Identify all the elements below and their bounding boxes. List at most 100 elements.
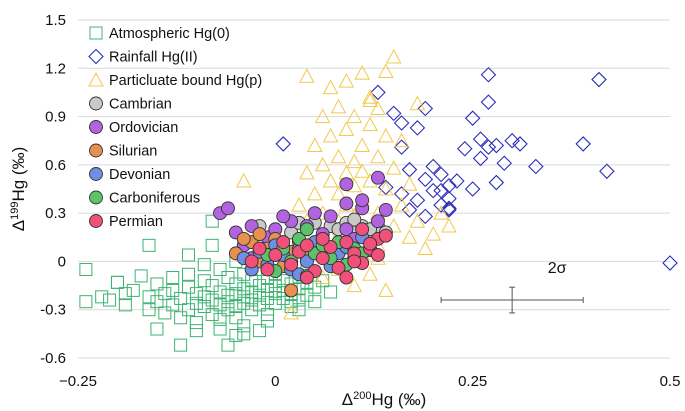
data-point [205,293,219,307]
data-point [189,287,203,301]
data-point [425,226,442,241]
data-point [480,66,497,83]
data-point [244,254,259,269]
legend-label: Devonian [109,167,170,183]
data-point [245,293,259,307]
data-point [150,277,164,291]
data-point [378,180,394,196]
y-tick-label: 0.6 [45,157,66,174]
data-point [197,290,211,304]
data-point [237,327,251,341]
data-point [362,89,378,104]
legend-item: Carboniferous [89,191,200,207]
y-tick-label: 1.5 [45,12,66,29]
data-point [393,139,410,155]
data-point [252,241,267,256]
legend-label: Cambrian [109,97,172,113]
data-point [292,293,306,307]
data-point [182,267,196,281]
data-point [324,285,338,299]
data-point [315,231,330,246]
legend-item: Silurian [89,144,157,160]
data-point [260,262,275,277]
data-point [134,269,148,283]
data-point [378,127,394,143]
data-point [496,155,513,172]
data-point [110,275,124,289]
data-point [142,303,156,317]
data-point [378,63,394,79]
data-point [464,110,481,126]
data-point [591,71,607,88]
data-point [330,148,347,164]
data-point [409,213,426,228]
data-point [150,322,164,336]
data-point [441,217,457,233]
data-point [409,95,426,111]
data-point [330,98,347,114]
y-tick-label: 0 [58,253,66,270]
error-bar-label: 2σ [548,260,567,277]
data-point [528,158,544,175]
data-point [363,236,378,251]
data-point [307,206,322,221]
data-point [488,174,505,191]
data-point [118,298,132,312]
data-point [378,179,394,196]
data-point [284,257,299,272]
data-point [393,186,410,202]
data-point [166,283,180,297]
data-point [299,222,314,237]
data-point [480,139,497,155]
data-point [229,328,243,342]
data-point [441,202,457,218]
data-point [339,177,354,192]
data-point [441,190,457,207]
data-point [346,153,363,169]
data-point [425,158,441,175]
data-point [347,254,362,269]
data-point [235,172,252,188]
data-point [488,137,505,154]
data-point [150,295,164,309]
data-point [472,131,489,147]
data-point [229,287,243,301]
legend-marker [89,96,103,111]
data-point [338,73,355,88]
data-point [354,163,370,178]
data-point [456,140,473,157]
data-point [314,108,331,124]
y-axis-title: Δ199Hg (‰) [9,147,28,232]
data-point [299,68,315,83]
data-point [346,277,363,293]
data-point [158,306,172,320]
y-tick-label: -0.3 [40,302,66,319]
data-point [158,287,172,301]
data-point [276,274,290,288]
data-point [308,295,322,309]
data-point [370,248,385,262]
data-point [378,202,393,217]
data-points [79,48,678,352]
data-point [575,136,591,152]
data-point [229,299,243,313]
data-point [221,303,235,317]
data-point [504,132,520,149]
y-tick-label: 0.9 [45,109,66,126]
data-point [276,235,291,250]
data-point [284,283,299,298]
series-permian [244,222,393,285]
data-point [276,291,290,305]
legend-item: Cambrian [89,96,172,113]
data-point [393,115,410,131]
data-point [480,94,497,110]
legend-label: Particluate bound Hg(p) [109,73,262,89]
data-point [339,196,354,211]
data-point [221,201,235,216]
data-point [283,304,299,320]
data-point [213,312,227,326]
data-point [268,296,282,310]
gridlines [78,19,670,359]
legend-item: Atmospheric Hg(0) [89,26,230,42]
legend-label: Permian [109,214,163,230]
